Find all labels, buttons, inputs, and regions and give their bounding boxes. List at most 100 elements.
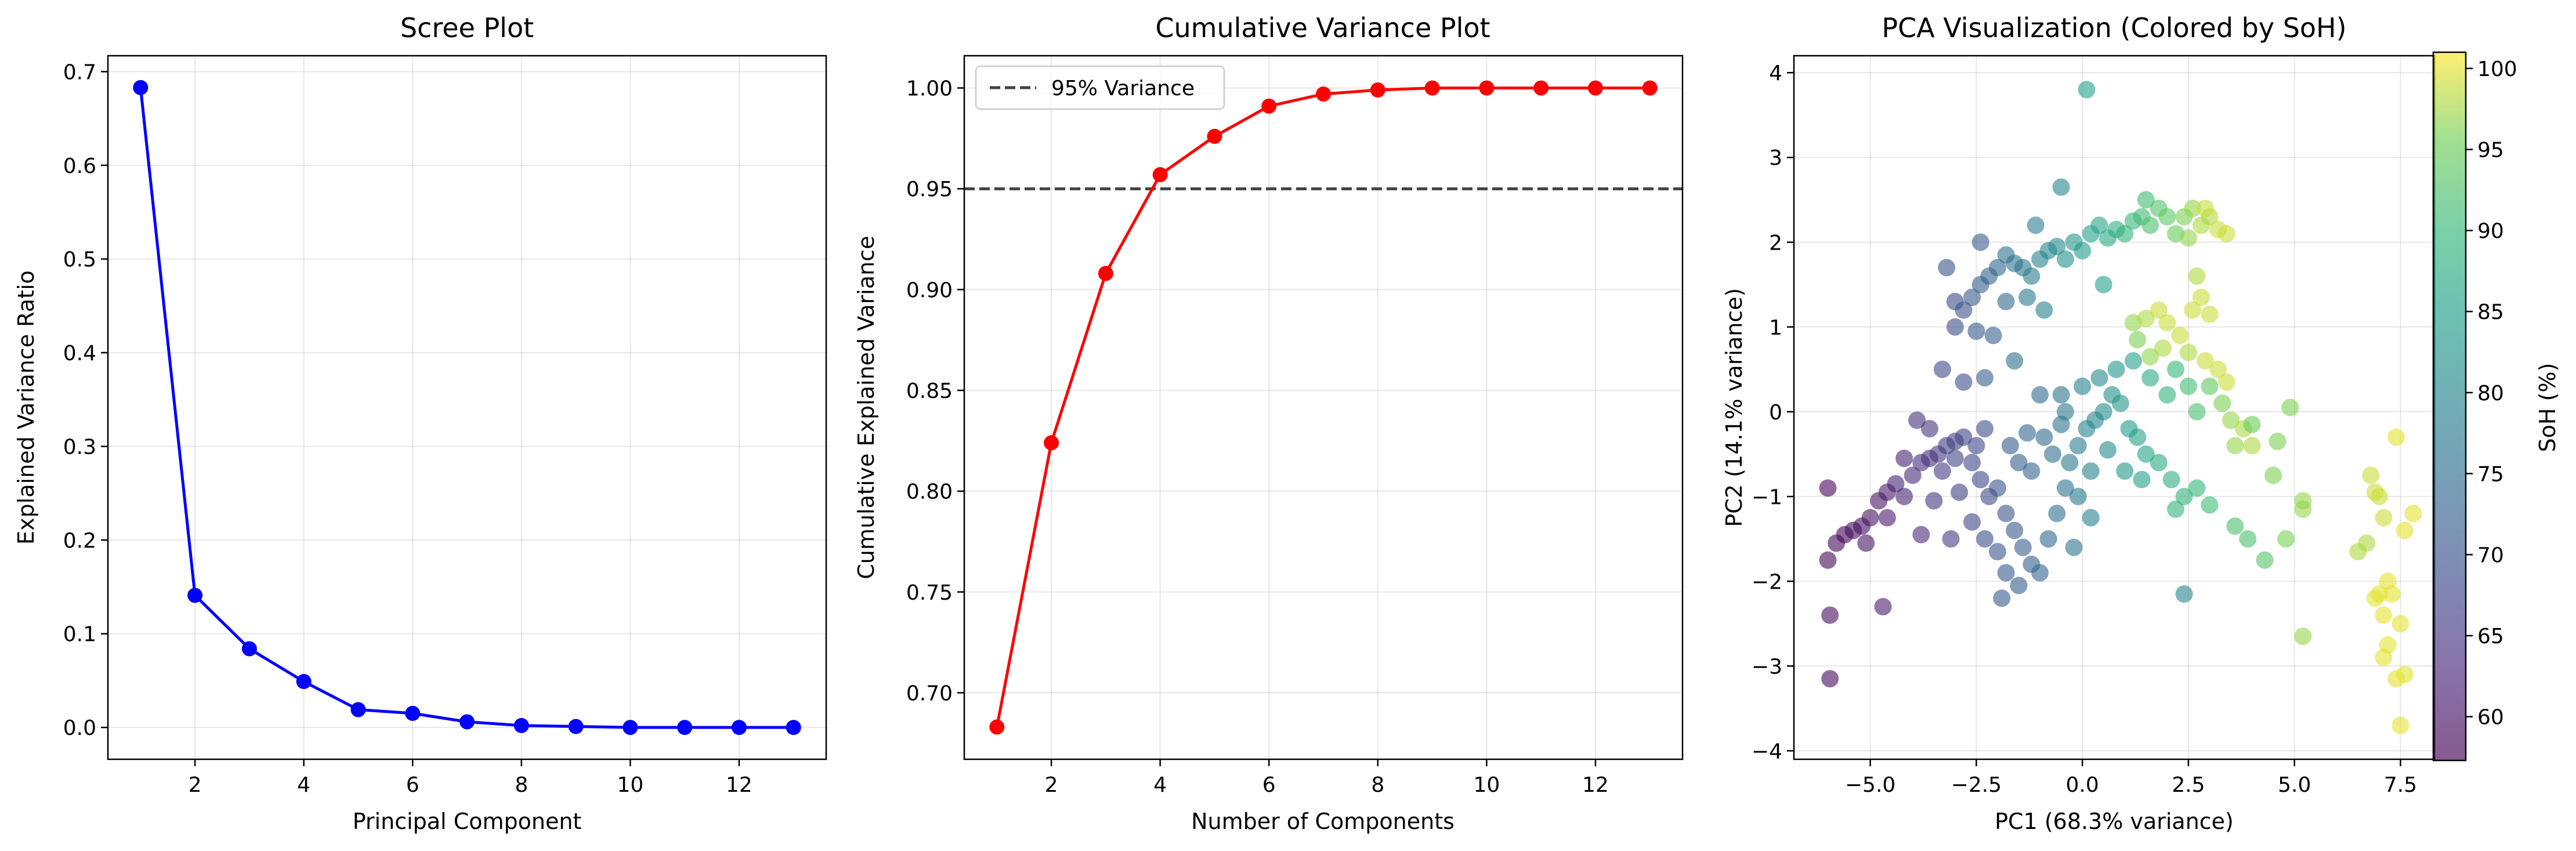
pca-scatter-point <box>2256 551 2274 569</box>
pca-scatter-point <box>2226 517 2244 535</box>
pca-ytick-label: −4 <box>1752 740 1782 763</box>
pca-scatter-point <box>1946 449 1964 467</box>
scree-ytick-label: 0.6 <box>63 154 96 178</box>
pca-scatter-point <box>1984 326 2002 344</box>
pca-scatter-points <box>1819 81 2422 734</box>
pca-scatter-point <box>2213 394 2231 412</box>
pca-scatter-point <box>1946 318 1964 336</box>
pca-ytick-label: −2 <box>1752 570 1782 594</box>
pca-scatter-point <box>2217 373 2235 391</box>
pca-scatter-point <box>2090 217 2108 235</box>
pca-scatter-point <box>1993 589 2011 607</box>
pca-scatter-point <box>2094 276 2112 294</box>
cumulative-ytick-label: 0.70 <box>906 681 953 705</box>
pca-scatter-point <box>2129 428 2147 446</box>
pca-scatter-point <box>2375 606 2393 624</box>
pca-scatter-point <box>1997 504 2015 522</box>
scree-ytick-label: 0.0 <box>63 716 96 740</box>
pca-scatter-point <box>2383 585 2401 603</box>
pca-scatter-point <box>2006 352 2024 370</box>
colorbar <box>2433 52 2466 760</box>
pca-scatter-point <box>2201 305 2219 323</box>
pca-scatter-point <box>2043 445 2061 463</box>
pca-scatter-point <box>1955 301 1973 319</box>
pca-scatter-point <box>1942 530 1960 548</box>
pca-scatter-point <box>1908 411 1926 429</box>
scree-ytick-label: 0.7 <box>63 60 96 84</box>
scree-plot-ylabel: Explained Variance Ratio <box>13 271 39 545</box>
pca-ytick-label: 1 <box>1769 316 1782 340</box>
scree-ytick-label: 0.3 <box>63 435 96 459</box>
pca-scatter-point <box>1819 479 1837 497</box>
scree-xtick-label: 12 <box>726 773 752 797</box>
pca-scatter-point <box>2078 81 2096 99</box>
cumulative-xtick-label: 10 <box>1473 773 1500 797</box>
cumulative-ytick-label: 0.80 <box>906 480 953 504</box>
cumulative-data-point <box>1261 98 1277 114</box>
pca-scatter-point <box>2048 504 2066 522</box>
cumulative-ytick-label: 0.85 <box>906 379 953 403</box>
scree-ytick-label: 0.5 <box>63 248 96 272</box>
pca-scatter-point <box>2129 331 2147 349</box>
scree-ytick-label: 0.2 <box>63 529 96 553</box>
pca-xtick-label: −2.5 <box>1951 773 2002 797</box>
pca-scatter-point <box>2035 428 2053 446</box>
pca-scatter-point <box>1861 509 1879 527</box>
cumulative-xtick-label: 12 <box>1582 773 1609 797</box>
scree-data-point <box>623 720 638 735</box>
cumulative-data-point <box>1533 80 1549 96</box>
pca-scatter-point <box>2023 267 2040 285</box>
pca-scatter-point <box>2197 352 2215 370</box>
pca-scatter-point <box>2154 339 2172 357</box>
scree-plot-ticks: 2 4 6 8 10 12 0.0 0.1 0.2 0.3 0.4 0.5 0.6 0.7 <box>63 60 752 797</box>
pca-scatter-point <box>2222 411 2240 429</box>
pca-scatter-grid <box>1794 56 2434 759</box>
colorbar-tick-label: 95 <box>2477 139 2504 163</box>
cumulative-ytick-label: 0.95 <box>906 178 953 201</box>
pca-scatter-point <box>2269 432 2286 450</box>
pca-scatter-point <box>1976 369 1994 387</box>
pca-scatter-point <box>2188 479 2206 497</box>
pca-scatter-point <box>2188 267 2206 285</box>
pca-scatter-point <box>2175 585 2193 603</box>
pca-scatter-point <box>1963 513 1981 531</box>
cumulative-xtick-label: 4 <box>1153 773 1167 797</box>
pca-scatter-point <box>1971 233 1989 251</box>
pca-scatter-point <box>2158 313 2176 331</box>
cumulative-data-point <box>1316 86 1331 102</box>
colorbar-tick-label: 65 <box>2477 625 2504 648</box>
cumulative-series-line <box>995 86 1650 727</box>
pca-scatter-point <box>1895 488 1913 506</box>
pca-scatter-point <box>2150 453 2168 471</box>
cumulative-variance-frame <box>963 55 1684 760</box>
pca-scatter-point <box>2099 441 2117 459</box>
cumulative-ytick-label: 0.75 <box>906 581 953 605</box>
pca-scatter-point <box>1976 530 1994 548</box>
pca-scatter-point <box>2294 628 2312 646</box>
pca-scatter-point <box>2027 217 2045 235</box>
pca-scatter-point <box>1857 534 1875 552</box>
pca-scatter-point <box>2179 229 2197 247</box>
cumulative-xtick-label: 8 <box>1371 773 1384 797</box>
scree-xtick-label: 6 <box>406 773 419 797</box>
scree-plot-panel: Scree Plot 2 4 6 8 10 12 0.0 0.1 0.2 0.3 0.4 0.5 0.6… <box>13 12 827 834</box>
pca-scatter-point <box>2010 576 2028 594</box>
pca-xtick-label: 2.5 <box>2172 773 2205 797</box>
pca-scatter-point <box>2197 199 2215 217</box>
pca-ytick-label: −3 <box>1752 655 1782 679</box>
pca-scatter-point <box>1988 543 2006 561</box>
pca-ytick-label: 2 <box>1769 231 1782 255</box>
pca-scatter-point <box>2179 377 2197 395</box>
cumulative-data-point <box>1044 435 1059 450</box>
scree-data-point <box>513 717 529 733</box>
scree-plot-series <box>133 80 801 735</box>
pca-scatter-point <box>1821 670 1839 688</box>
cumulative-variance-xlabel: Number of Components <box>1191 809 1455 834</box>
pca-scatter-point <box>2158 208 2176 226</box>
scree-plot-title: Scree Plot <box>400 12 534 44</box>
pca-scatter-point <box>2052 386 2070 404</box>
pca-scatter-point <box>2277 530 2295 548</box>
colorbar-tick-label: 80 <box>2477 381 2504 405</box>
cumulative-data-point <box>1152 167 1168 182</box>
scree-data-point <box>296 674 312 690</box>
